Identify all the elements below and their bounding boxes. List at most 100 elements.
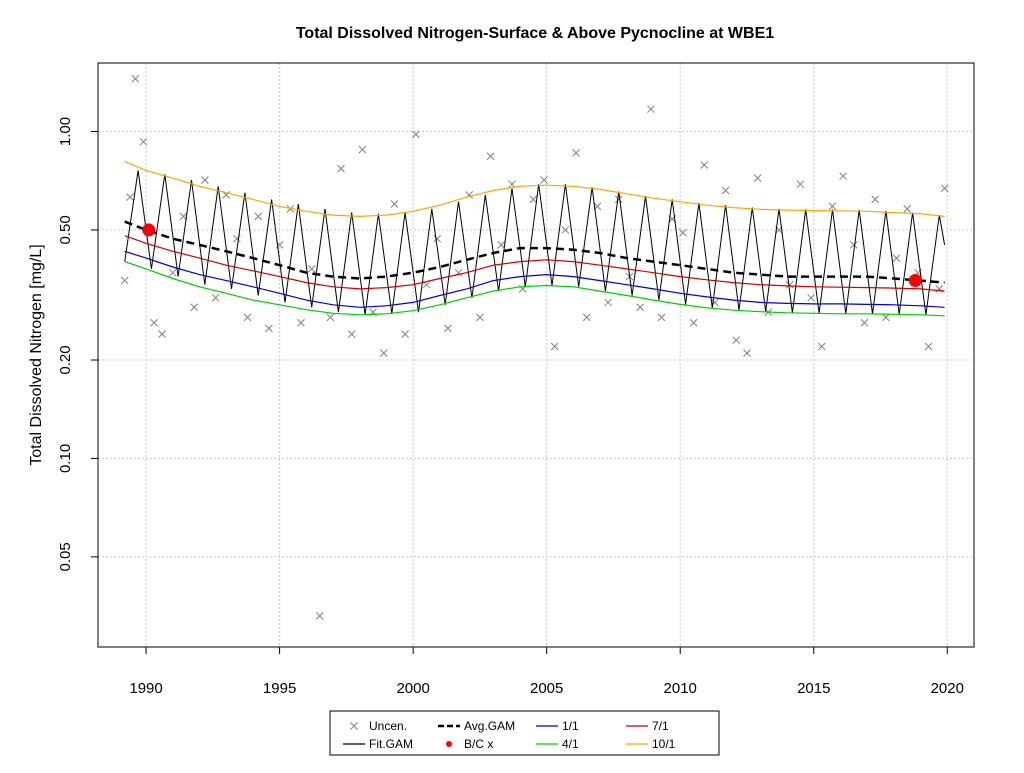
legend: Uncen. Fit.GAM Avg.GAM B/C x 1/1 4/1 7/1 10/1 <box>329 710 720 756</box>
data-point-uncensored <box>476 313 484 322</box>
data-point-uncensored <box>126 193 134 201</box>
data-point-uncensored <box>882 313 890 322</box>
data-point-uncensored <box>190 303 198 312</box>
data-point-uncensored <box>486 152 495 161</box>
y-tick-label: 1.00 <box>57 117 74 146</box>
data-point-uncensored <box>817 342 826 351</box>
legend-item: 7/1 <box>626 719 669 733</box>
legend-label: 4/1 <box>562 737 579 751</box>
legend-item: Fit.GAM <box>343 737 413 751</box>
data-point-uncensored <box>924 342 933 351</box>
legend-item: Uncen. <box>350 719 407 733</box>
data-point-uncensored <box>150 318 158 327</box>
data-point-uncensored <box>540 176 548 184</box>
legend-label: 10/1 <box>652 737 676 751</box>
legend-label: 1/1 <box>562 719 579 733</box>
x-tick-label: 2000 <box>396 680 429 697</box>
data-point-uncensored <box>839 172 847 181</box>
data-point-uncensored <box>636 303 645 312</box>
y-tick-label: 0.50 <box>57 215 74 244</box>
data-point-uncensored <box>265 324 273 333</box>
data-point-uncensored <box>411 130 420 139</box>
grid <box>98 63 974 647</box>
data-point-uncensored <box>529 195 538 204</box>
data-point-uncensored <box>689 318 698 327</box>
data-point-uncensored <box>390 200 399 208</box>
data-point-uncensored <box>561 226 570 234</box>
data-point-uncensored <box>401 330 409 338</box>
data-point-uncensored <box>582 313 591 322</box>
data-point-uncensored <box>828 202 837 211</box>
legend-item: 10/1 <box>626 737 676 751</box>
data-point-uncensored <box>297 318 305 327</box>
series-jan <box>124 250 945 308</box>
data-point-uncensored <box>131 74 140 83</box>
legend-label: B/C x <box>464 737 493 751</box>
series-oct <box>124 160 945 218</box>
data-point-uncensored <box>743 349 751 357</box>
series-jul <box>124 235 945 292</box>
legend-item: 4/1 <box>536 737 579 751</box>
data-point-uncensored <box>307 265 316 273</box>
x-tick-label: 1995 <box>263 680 296 697</box>
plot-area <box>120 74 949 620</box>
data-point-uncensored <box>940 184 949 193</box>
legend-label: Uncen. <box>369 719 407 733</box>
data-point-uncensored <box>732 336 741 345</box>
data-point-uncensored <box>337 164 345 173</box>
data-point-uncensored <box>903 204 912 213</box>
plot-frame <box>97 62 975 648</box>
y-tick-label: 0.20 <box>57 345 74 374</box>
data-point-uncensored <box>358 145 367 154</box>
data-point-uncensored <box>254 212 263 221</box>
legend-item: B/C x <box>446 737 493 751</box>
data-point-uncensored <box>120 276 129 285</box>
data-point-uncensored <box>785 280 794 289</box>
legend-label: Fit.GAM <box>369 737 413 751</box>
data-point-uncensored <box>892 254 901 262</box>
legend-symbol <box>350 722 358 730</box>
data-point-uncensored <box>871 195 880 204</box>
data-point-uncensored <box>200 176 209 184</box>
data-point-uncensored <box>849 241 858 249</box>
data-point-uncensored <box>243 313 252 322</box>
data-point-uncensored <box>211 293 220 302</box>
y-tick-label: 0.05 <box>57 542 74 571</box>
legend-symbol <box>446 741 452 747</box>
data-point-uncensored <box>315 611 324 620</box>
series-avg-gam <box>124 220 945 284</box>
x-tick-label: 2020 <box>931 680 964 697</box>
data-point-uncensored <box>572 149 580 157</box>
data-point-uncensored <box>444 324 452 333</box>
data-point-uncensored <box>139 137 148 146</box>
data-point-uncensored <box>646 105 655 114</box>
bc-point <box>142 223 156 237</box>
data-point-uncensored <box>604 298 612 307</box>
data-point-uncensored <box>347 330 356 338</box>
x-tick-label: 2010 <box>664 680 697 697</box>
bc-point <box>908 274 922 288</box>
legend-item: Avg.GAM <box>438 719 515 733</box>
data-point-uncensored <box>657 313 666 322</box>
series-fit-gam <box>124 170 946 315</box>
data-point-uncensored <box>807 293 815 302</box>
legend-box <box>329 710 720 756</box>
data-point-uncensored <box>158 330 166 338</box>
data-point-uncensored <box>721 186 730 195</box>
data-point-uncensored <box>796 180 805 189</box>
series-apr <box>124 261 945 317</box>
data-point-uncensored <box>860 318 869 327</box>
data-point-uncensored <box>326 313 335 322</box>
x-tick-label: 2015 <box>797 680 830 697</box>
chart-title: Total Dissolved Nitrogen-Surface & Above… <box>296 25 774 42</box>
x-tick-label: 1990 <box>129 680 162 697</box>
legend-label: 7/1 <box>652 719 669 733</box>
data-point-uncensored <box>508 180 516 189</box>
y-tick-label: 0.10 <box>57 444 74 473</box>
data-point-uncensored <box>614 195 623 204</box>
x-tick-label: 2005 <box>530 680 563 697</box>
y-axis-label: Total Dissolved Nitrogen [mg/L] <box>28 244 45 465</box>
data-point-uncensored <box>550 342 559 351</box>
data-point-uncensored <box>679 228 687 237</box>
